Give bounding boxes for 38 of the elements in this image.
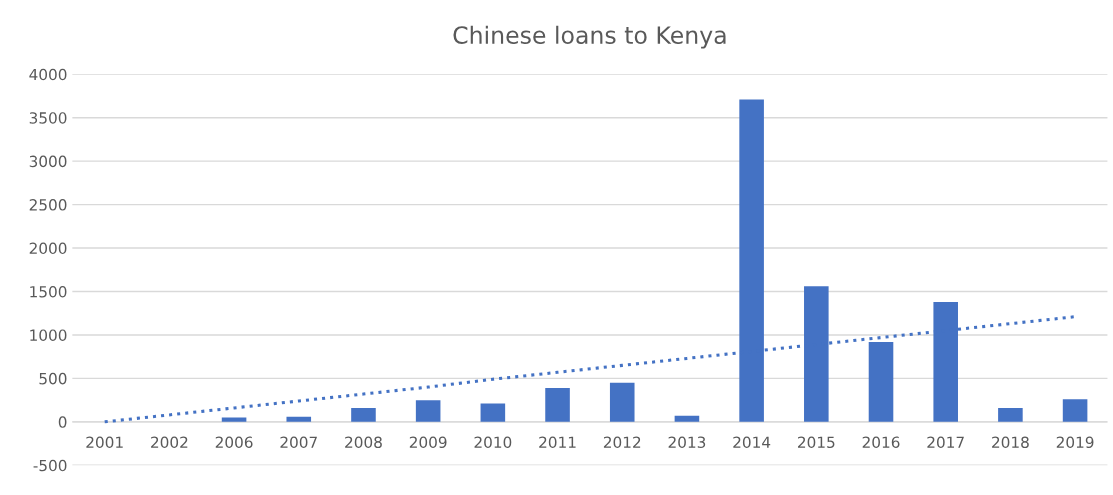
y-tick-label: 2500 [29, 199, 67, 211]
bar [480, 403, 506, 422]
y-tick-label: 4000 [29, 68, 67, 81]
x-tick-label: 2013 [668, 436, 706, 449]
y-tick-label: 0 [58, 416, 67, 428]
x-tick-label: 2001 [86, 436, 123, 449]
x-tick-label: 2011 [539, 436, 576, 449]
bar [674, 415, 700, 422]
x-tick-label: 2019 [1056, 436, 1094, 449]
bar [351, 407, 376, 422]
x-tick-label: 2006 [215, 436, 253, 449]
bar [609, 382, 635, 422]
bar [545, 387, 570, 422]
x-tick-label: 2002 [151, 436, 188, 449]
x-tick-label: 2010 [474, 436, 512, 449]
x-tick-label: 2018 [992, 436, 1029, 449]
x-tick-label: 2017 [927, 436, 964, 449]
chart-title: Chinese loans to Kenya [453, 25, 726, 49]
bar [221, 417, 247, 422]
y-tick-label: 2000 [29, 242, 67, 255]
bar [868, 341, 894, 422]
y-tick-label: 1500 [30, 285, 67, 298]
y-tick-label: 3500 [29, 112, 67, 124]
bar [1062, 399, 1088, 422]
y-tick-label: 500 [39, 372, 67, 385]
y-tick-label: -500 [33, 459, 67, 472]
x-tick-label: 2007 [280, 436, 317, 449]
x-tick-label: 2016 [862, 436, 900, 449]
y-tick-label: 1000 [30, 329, 67, 341]
x-tick-label: 2014 [733, 436, 771, 449]
x-tick-label: 2009 [409, 436, 447, 449]
bar [998, 407, 1023, 422]
bar [286, 416, 312, 422]
x-tick-label: 2015 [797, 436, 835, 449]
x-tick-label: 2008 [345, 436, 382, 449]
y-tick-label: 3000 [29, 155, 67, 168]
bar [415, 400, 441, 422]
x-tick-label: 2012 [603, 436, 641, 449]
